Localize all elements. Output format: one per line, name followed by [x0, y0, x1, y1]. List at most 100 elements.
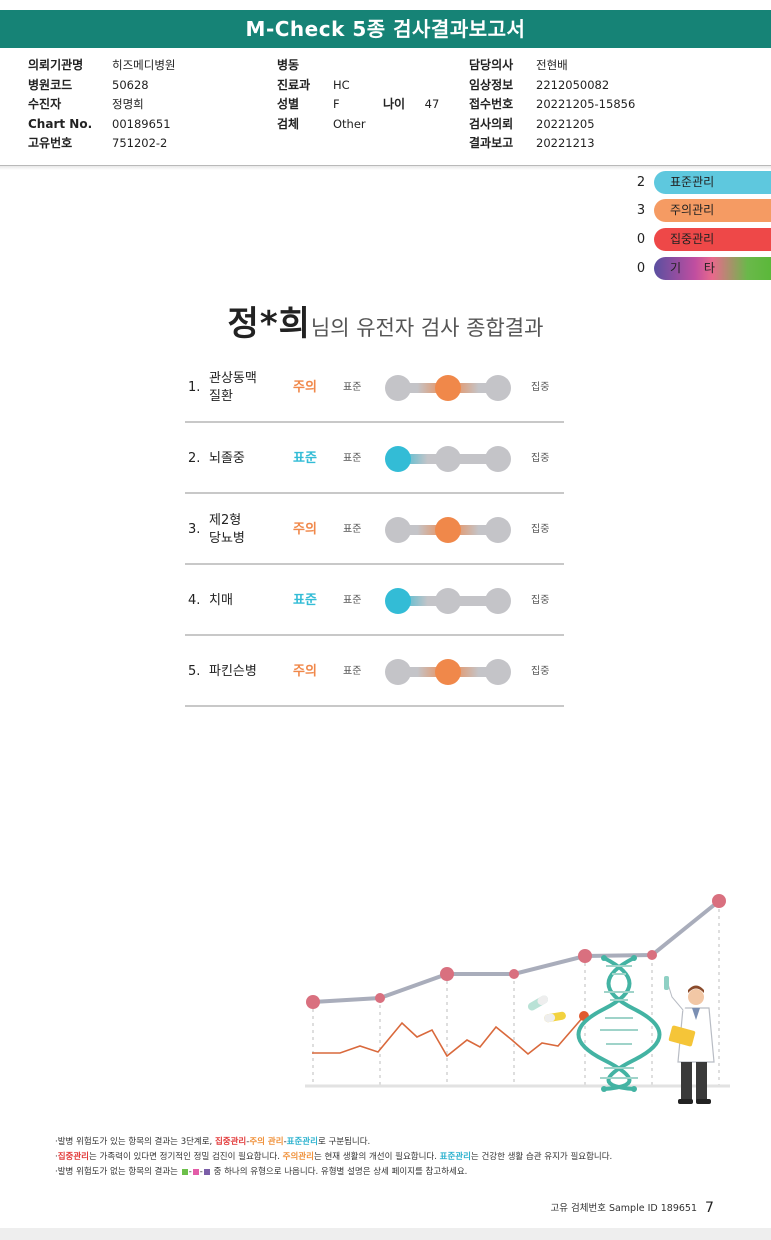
gauge-high-label: 집중: [531, 666, 550, 677]
note-2-caution: 주의관리: [282, 1152, 314, 1162]
info-value: Other: [333, 116, 366, 131]
orange-trend-line: [312, 1015, 585, 1058]
info-value: HC: [333, 77, 350, 92]
legend-label: 주의관리: [654, 199, 771, 222]
gauge-high-label: 집중: [531, 382, 550, 393]
result-row: 3. 제2형 당뇨병 주의 표준 집중: [185, 494, 564, 565]
health-trend-illustration: [305, 894, 730, 1104]
result-number: 5.: [188, 664, 201, 679]
disease-name-text: 뇌졸중: [209, 450, 245, 466]
type-square-green: [181, 1168, 188, 1175]
result-status: 표준: [293, 451, 317, 466]
disease-name-text: 관상동맥 질환: [209, 370, 257, 404]
legend-count: 0: [636, 261, 646, 276]
result-status: 주의: [293, 522, 317, 537]
info-label: 담당의사: [469, 58, 514, 72]
risk-gauge: [385, 517, 511, 543]
doctor-icon: [664, 976, 715, 1104]
result-row: 1. 관상동맥 질환 주의 표준 집중: [185, 352, 564, 423]
note-2-standard: 표준관리: [439, 1152, 471, 1162]
legend-item: 0 기 타: [632, 257, 771, 280]
patient-masked-name: 정*희: [227, 304, 311, 344]
info-row: 병원코드 50628: [28, 76, 175, 96]
info-row: 담당의사 전현배: [469, 56, 635, 76]
note-2-intensive: 집중관리: [57, 1152, 89, 1162]
grid-dash-lines: [312, 902, 720, 1085]
gauge-marker: [385, 375, 411, 401]
results-list: 1. 관상동맥 질환 주의 표준 집중 2. 뇌졸중 표준 표준 집중 3. 제2형 당뇨병 주의 표준 집…: [185, 352, 564, 707]
info-label: 검체: [277, 116, 300, 131]
risk-gauge: [385, 446, 511, 472]
result-row: 4. 치매 표준 표준 집중: [185, 565, 564, 636]
disease-name: 파킨슨병: [209, 636, 279, 707]
info-value: 정명희: [112, 97, 144, 111]
gauge-marker: [485, 588, 511, 614]
info-label: Chart No.: [28, 116, 93, 131]
note-1-standard: 표준관리: [286, 1137, 318, 1147]
note-1-sep2: -: [283, 1137, 287, 1147]
gauge-marker-active: [435, 517, 461, 543]
gauge-low-label: 표준: [343, 382, 362, 393]
info-column-1: 의뢰기관명 히즈메디병원 병원코드 50628 수진자 정명희 Chart No. 00189…: [28, 56, 175, 154]
risk-gauge: [385, 659, 511, 685]
info-label: 임상정보: [469, 77, 514, 92]
result-status: 주의: [293, 380, 317, 395]
info-value: F: [333, 97, 340, 111]
legend-count: 3: [636, 203, 646, 218]
gauge-marker: [485, 517, 511, 543]
info-value: 50628: [112, 77, 149, 92]
gauge-marker-active: [385, 446, 411, 472]
legend-label: 집중관리: [654, 228, 771, 251]
gauge-marker-active: [435, 375, 461, 401]
result-status: 표준: [293, 593, 317, 608]
info-value: 00189651: [112, 116, 171, 131]
gauge-marker-active: [435, 659, 461, 685]
capsule-icon: [527, 995, 549, 1011]
info-column-2: 병동 진료과 HC 성별 F 검체 Other: [277, 56, 366, 134]
age-label: 나이: [383, 97, 406, 111]
info-divider-shadow: [0, 166, 771, 170]
note-1-text: ·발병 위험도가 있는 항목의 결과는 3단계로,: [55, 1137, 215, 1147]
info-row: 성별 F: [277, 95, 366, 115]
info-label: 검사의뢰: [469, 116, 514, 131]
disease-name: 관상동맥 질환: [209, 352, 279, 423]
legend-item: 2 표준관리: [632, 171, 771, 194]
sample-id: 고유 검체번호 Sample ID 189651: [550, 1203, 697, 1214]
info-value: 2212050082: [536, 77, 610, 92]
gauge-marker: [485, 659, 511, 685]
result-row: 2. 뇌졸중 표준 표준 집중: [185, 423, 564, 494]
summary-title-text: 님의 유전자 검사 종합결과: [310, 316, 544, 340]
note-1-end: 로 구분됩니다.: [317, 1137, 371, 1147]
info-label: 성별: [277, 97, 300, 111]
note-3: ·발병 위험도가 없는 항목의 결과는 -- 중 하나의 유형으로 나옵니다. …: [55, 1167, 468, 1177]
info-label: 결과보고: [469, 136, 514, 150]
note-2-text: 는 가족력이 있다면 정기적인 정밀 검진이 필요합니다.: [88, 1152, 283, 1162]
note-2: ·집중관리는 가족력이 있다면 정기적인 정밀 검진이 필요합니다. 주의관리는…: [55, 1150, 755, 1165]
info-label: 수진자: [28, 97, 62, 111]
page-bottom-band: [0, 1228, 771, 1240]
info-value: 20221205: [536, 116, 595, 131]
disease-name-text: 제2형 당뇨병: [209, 512, 245, 546]
info-row: 결과보고 20221213: [469, 134, 635, 154]
result-status: 주의: [293, 664, 317, 679]
age-value: 47: [424, 97, 440, 111]
summary-title: 정*희님의 유전자 검사 종합결과: [0, 296, 771, 345]
disease-name-text: 치매: [209, 592, 233, 608]
info-label: 접수번호: [469, 97, 514, 111]
disease-name: 뇌졸중: [209, 423, 279, 494]
note-1-sep: -: [246, 1137, 250, 1147]
gauge-low-label: 표준: [343, 453, 362, 464]
legend-label: 표준관리: [654, 171, 771, 194]
risk-gauge: [385, 375, 511, 401]
result-number: 4.: [188, 593, 201, 608]
gauge-low-label: 표준: [343, 595, 362, 606]
gauge-high-label: 집중: [531, 524, 550, 535]
info-row: 검사의뢰 20221205: [469, 115, 635, 135]
type-square-pink: [192, 1168, 199, 1175]
gauge-high-label: 집중: [531, 595, 550, 606]
gauge-marker: [385, 659, 411, 685]
info-value: 20221205-15856: [536, 97, 636, 111]
info-row: 수진자 정명희: [28, 95, 175, 115]
info-row: 병동: [277, 56, 366, 76]
note-1-caution: 주의 관리: [249, 1137, 284, 1147]
